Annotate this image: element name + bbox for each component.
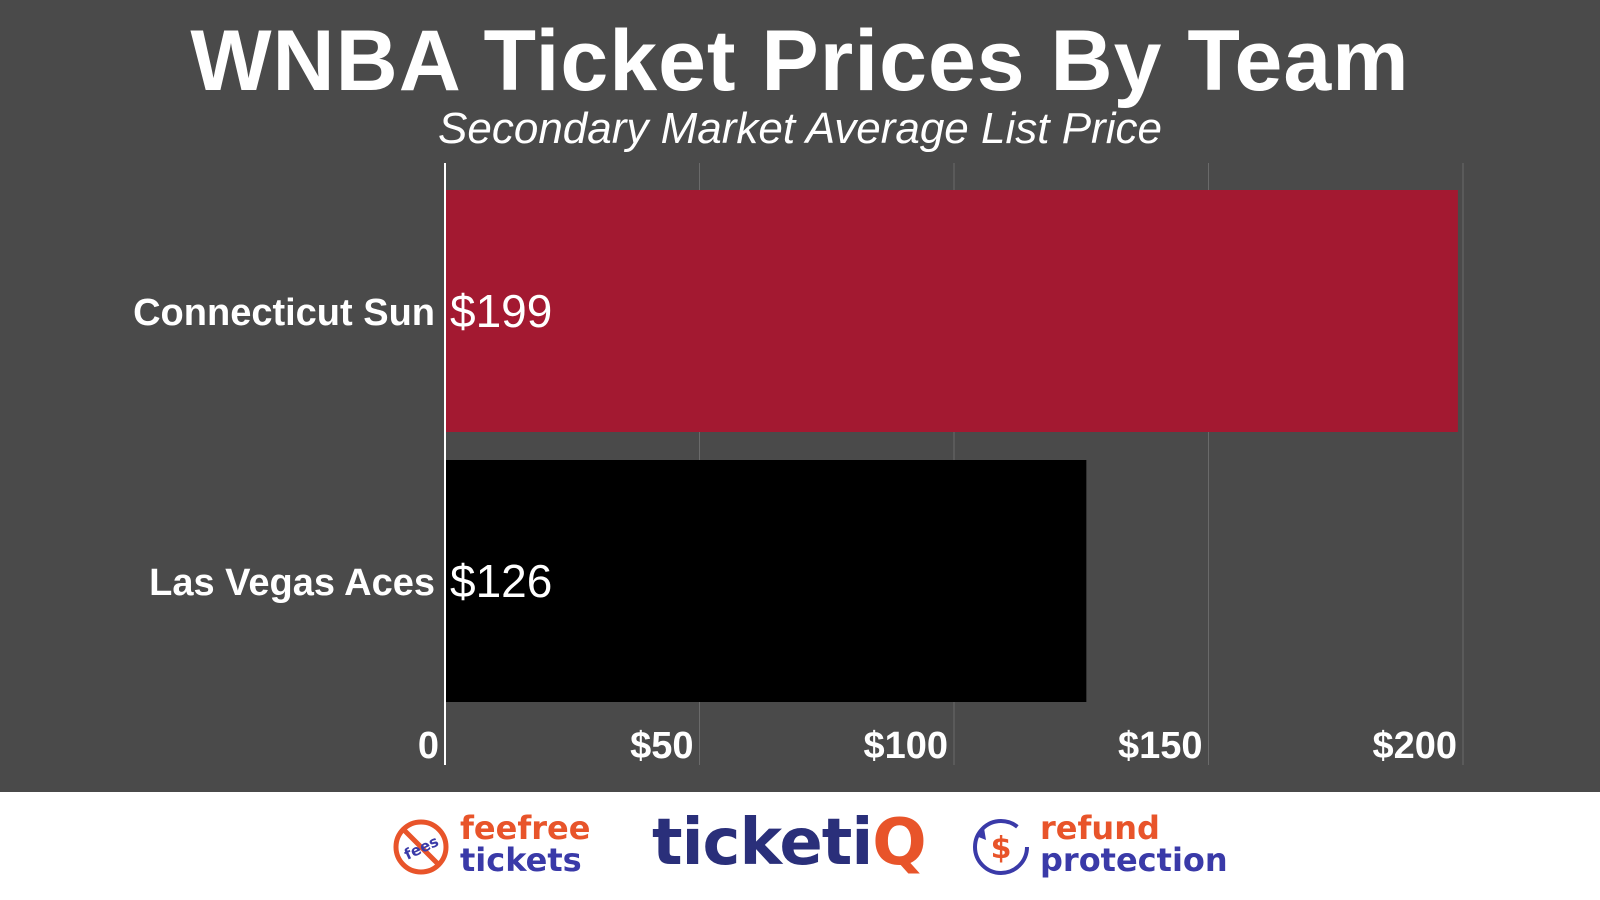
refund-line1: refund	[1040, 809, 1160, 847]
no-fees-icon: fees	[393, 819, 449, 875]
refund-dollar-icon: $	[973, 819, 1029, 875]
feefree-line1: feefree	[460, 809, 591, 847]
bar-chart: Connecticut Sun $199 Las Vegas Aces $126 0 $5…	[133, 163, 1464, 767]
ticketiq-logo: ticketiQ	[652, 806, 927, 880]
data-label: $199	[450, 285, 552, 337]
x-tick-label: $100	[863, 725, 948, 767]
feefree-tickets-logo: feefree tickets	[460, 812, 590, 876]
bar	[445, 460, 1087, 702]
x-tick-label: $50	[630, 725, 693, 767]
category-label: Las Vegas Aces	[149, 562, 435, 604]
refund-line2: protection	[1040, 841, 1228, 879]
ticketiq-logo-accent: Q	[872, 806, 926, 880]
chart-title: WNBA Ticket Prices By Team	[190, 13, 1410, 109]
refund-icon-text: $	[991, 831, 1012, 866]
ticketiq-logo-main: ticketi	[652, 806, 873, 880]
x-tick-label: $150	[1118, 725, 1203, 767]
chart-subtitle: Secondary Market Average List Price	[438, 104, 1162, 153]
data-label: $126	[450, 555, 552, 607]
refund-protection-logo: refund protection	[1040, 812, 1228, 876]
x-tick-label: 0	[418, 725, 439, 767]
feefree-line2: tickets	[460, 841, 582, 879]
category-label: Connecticut Sun	[133, 292, 435, 334]
bar	[445, 190, 1458, 432]
footer-logos: fees feefree tickets ticketiQ $ refund p…	[0, 792, 1600, 900]
x-tick-label: $200	[1372, 725, 1457, 767]
